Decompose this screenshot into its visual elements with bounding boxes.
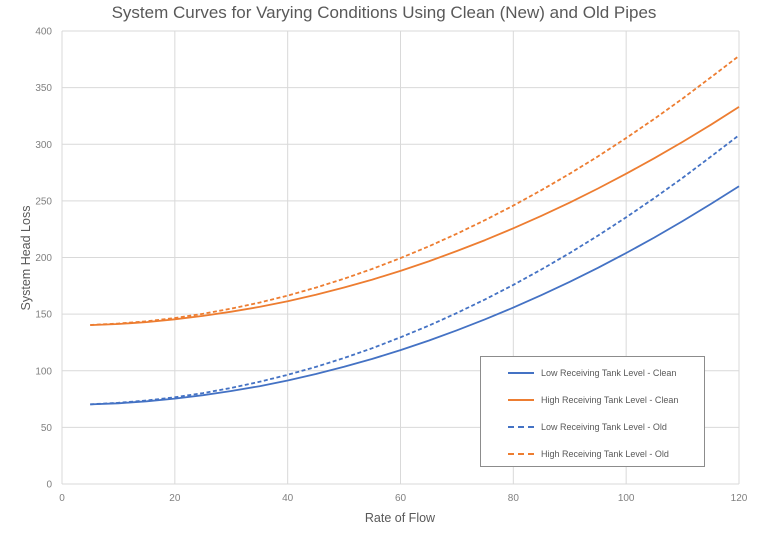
- series-line-3: [90, 55, 740, 326]
- chart-title: System Curves for Varying Conditions Usi…: [111, 3, 657, 22]
- legend-label: Low Receiving Tank Level - Clean: [541, 368, 677, 378]
- legend-label: Low Receiving Tank Level - Old: [541, 422, 667, 432]
- legend-label: High Receiving Tank Level - Old: [541, 449, 669, 459]
- x-axis-title: Rate of Flow: [365, 511, 436, 525]
- x-tick-label: 20: [169, 493, 181, 504]
- y-tick-label: 150: [35, 310, 52, 321]
- series-line-1: [90, 106, 740, 326]
- y-tick-label: 50: [41, 423, 53, 434]
- y-tick-label: 0: [46, 480, 52, 491]
- x-tick-label: 40: [282, 493, 294, 504]
- x-axis-ticks: 0 20 40 60 80 100 120: [59, 493, 748, 504]
- legend-line-solid-blue-icon: [508, 372, 534, 374]
- x-tick-label: 60: [395, 493, 407, 504]
- legend-label: High Receiving Tank Level - Clean: [541, 395, 679, 405]
- series-line-2: [90, 134, 740, 406]
- legend: Low Receiving Tank Level - Clean High Re…: [480, 356, 705, 467]
- series-lines: [90, 55, 740, 406]
- legend-line-dashed-orange-icon: [508, 453, 534, 455]
- x-tick-label: 100: [618, 493, 635, 504]
- x-tick-label: 0: [59, 493, 65, 504]
- y-tick-label: 350: [35, 83, 52, 94]
- x-tick-label: 80: [508, 493, 520, 504]
- y-tick-label: 250: [35, 196, 52, 207]
- series-line-0: [90, 185, 740, 406]
- legend-line-solid-orange-icon: [508, 399, 534, 401]
- y-tick-label: 100: [35, 366, 52, 377]
- x-tick-label: 120: [731, 493, 748, 504]
- y-axis-title: System Head Loss: [19, 206, 33, 311]
- y-tick-label: 200: [35, 253, 52, 264]
- y-tick-label: 400: [35, 27, 52, 38]
- legend-line-dashed-blue-icon: [508, 426, 534, 428]
- y-tick-label: 300: [35, 140, 52, 151]
- y-axis-ticks: 0 50 100 150 200 250 300 350 400: [35, 27, 52, 491]
